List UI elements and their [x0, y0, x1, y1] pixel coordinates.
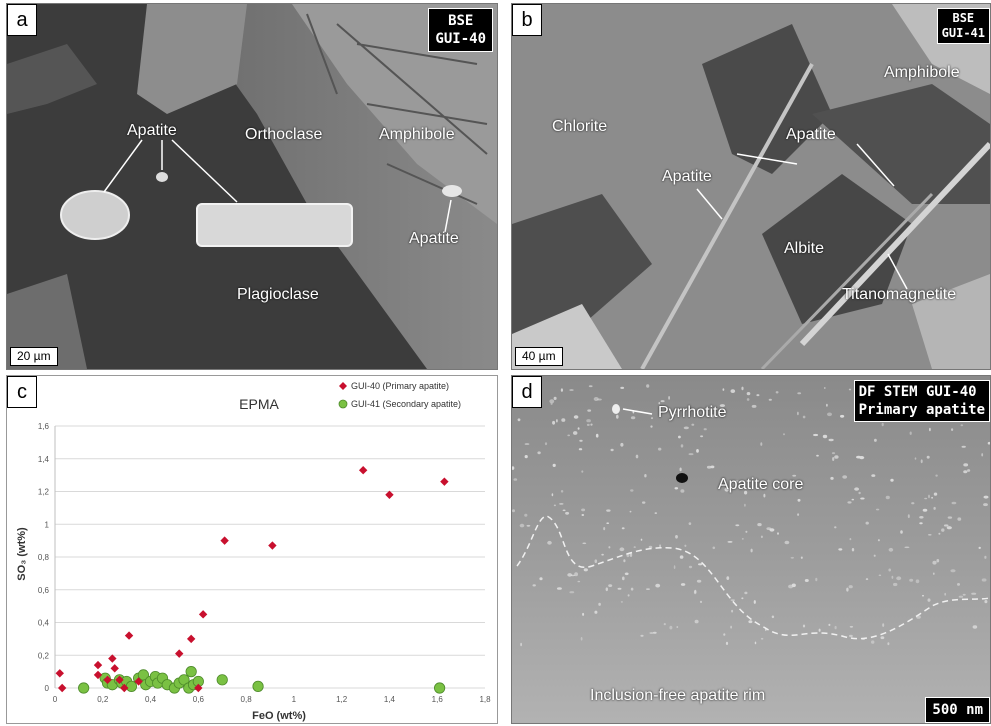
chart-x-axis-label: FeO (wt%) — [252, 710, 306, 722]
panel-a-tag-line1: BSE — [448, 13, 474, 29]
panel-d-tag-line2: Primary apatite — [858, 402, 985, 418]
legend-label-secondary: GUI-41 (Secondary apatite) — [351, 399, 461, 409]
chart-x-tick-label: 1,4 — [384, 695, 396, 704]
chart-legend: GUI-40 (Primary apatite) GUI-41 (Seconda… — [338, 381, 461, 409]
label-pyrrhotite: Pyrrhotite — [658, 404, 727, 421]
panel-a-scale-bar: 20 µm — [10, 347, 58, 366]
chart-y-tick-label: 0,6 — [38, 586, 50, 595]
chart-x-tick-label: 0,2 — [97, 695, 109, 704]
label-apatite-core: Apatite core — [718, 476, 804, 493]
chart-y-tick-label: 1,4 — [38, 455, 50, 464]
panel-a: a BSE GUI-40 Apatite Orthoclase Amphibol… — [6, 3, 498, 370]
label-apatite-a-top: Apatite — [127, 122, 177, 139]
chart-y-tick-label: 1,2 — [38, 488, 50, 497]
panel-c-letter: c — [7, 376, 37, 408]
data-point-primary-apatite — [175, 649, 184, 658]
panel-a-tag: BSE GUI-40 — [428, 8, 493, 52]
label-chlorite: Chlorite — [552, 118, 608, 135]
panel-c: 0 0,2 0,4 0,6 0,8 1 1,2 1,4 1,6 0 0,2 0,4 0,6 0,8 1 1,2… — [6, 375, 498, 724]
chart-y-tick-label: 0,2 — [38, 651, 50, 660]
panel-d-scale-bar: 500 nm — [925, 697, 990, 723]
label-apatite-b-left: Apatite — [662, 168, 712, 185]
chart-x-tick-label: 0,4 — [145, 695, 157, 704]
chart-y-tick-label: 1 — [45, 520, 50, 529]
chart-y-tick-label: 0 — [45, 684, 50, 693]
data-point-primary-apatite — [93, 670, 103, 680]
chart-y-axis-label: SO₃ (wt%) — [16, 527, 28, 581]
label-amphibole-b: Amphibole — [884, 64, 960, 81]
data-point-primary-apatite — [110, 664, 119, 673]
chart-y-tick-label: 1,6 — [38, 422, 50, 431]
label-amphibole-a: Amphibole — [379, 126, 455, 143]
label-titanomagnetite: Titanomagnetite — [842, 286, 957, 303]
data-point-primary-apatite — [108, 654, 117, 663]
data-point-primary-apatite — [440, 477, 449, 486]
chart-x-tick-label: 1,6 — [432, 695, 444, 704]
chart-x-tick-label: 0,8 — [241, 695, 253, 704]
label-orthoclase: Orthoclase — [245, 126, 323, 143]
data-point-secondary-apatite — [178, 674, 190, 686]
data-point-primary-apatite — [194, 683, 203, 693]
data-point-primary-apatite — [57, 683, 67, 693]
label-inclusion-free-rim: Inclusion-free apatite rim — [590, 687, 766, 704]
data-point-primary-apatite — [198, 610, 208, 619]
chart-x-tick-label: 0 — [53, 695, 58, 704]
chart-x-tick-label: 1 — [292, 695, 297, 704]
panel-a-tag-line2: GUI-40 — [435, 31, 486, 47]
data-point-secondary-apatite — [125, 680, 138, 692]
data-point-secondary-apatite — [252, 680, 264, 692]
data-point-secondary-apatite — [434, 682, 446, 694]
data-point-primary-apatite — [186, 634, 196, 644]
label-apatite-b-right: Apatite — [786, 126, 836, 143]
panel-d-letter: d — [512, 376, 542, 408]
epma-scatter-chart: 0 0,2 0,4 0,6 0,8 1 1,2 1,4 1,6 0 0,2 0,4 0,6 0,8 1 1,2… — [16, 381, 491, 722]
panel-d: d DF STEM GUI-40 Primary apatite Pyrrhot… — [511, 375, 991, 724]
chart-x-tick-label: 1,8 — [479, 695, 491, 704]
panel-b-tag-line2: GUI-41 — [941, 26, 985, 40]
data-point-primary-apatite — [93, 660, 103, 670]
data-point-primary-apatite — [220, 536, 229, 545]
data-point-primary-apatite — [115, 675, 124, 685]
chart-x-tick-label: 0,6 — [193, 695, 205, 704]
data-point-primary-apatite — [385, 490, 394, 499]
panel-b-tag: BSE GUI-41 — [936, 8, 990, 44]
data-point-primary-apatite — [124, 631, 134, 640]
panel-d-micrograph — [512, 376, 990, 723]
panel-b-micrograph — [512, 4, 990, 369]
label-albite: Albite — [784, 240, 825, 257]
panel-a-micrograph — [7, 4, 497, 369]
legend-marker-primary — [339, 382, 347, 390]
data-point-secondary-apatite — [185, 666, 197, 678]
data-point-primary-apatite — [358, 466, 368, 475]
panel-b-letter: b — [512, 4, 542, 36]
data-point-primary-apatite — [268, 541, 277, 550]
chart-y-tick-label: 0,4 — [38, 619, 50, 628]
label-plagioclase: Plagioclase — [237, 286, 319, 303]
panel-b-scale-bar: 40 µm — [515, 347, 563, 366]
data-point-primary-apatite — [120, 683, 129, 693]
chart-y-tick-label: 0,8 — [38, 553, 50, 562]
panel-b: b BSE GUI-41 Amphibole Chlorite Apatite … — [511, 3, 991, 370]
data-point-primary-apatite — [55, 669, 64, 678]
panel-b-tag-line1: BSE — [952, 11, 975, 25]
label-apatite-a-right: Apatite — [409, 230, 459, 247]
panel-d-tag: DF STEM GUI-40 Primary apatite — [853, 380, 990, 422]
chart-x-tick-label: 1,2 — [336, 695, 348, 704]
legend-label-primary: GUI-40 (Primary apatite) — [351, 381, 449, 391]
legend-marker-secondary — [338, 399, 348, 409]
panel-a-letter: a — [7, 4, 37, 36]
data-point-secondary-apatite — [216, 674, 228, 686]
data-point-primary-apatite — [103, 675, 112, 685]
data-point-secondary-apatite — [78, 682, 90, 694]
panel-d-tag-line1: DF STEM GUI-40 — [858, 384, 977, 400]
chart-title: EPMA — [239, 396, 279, 412]
